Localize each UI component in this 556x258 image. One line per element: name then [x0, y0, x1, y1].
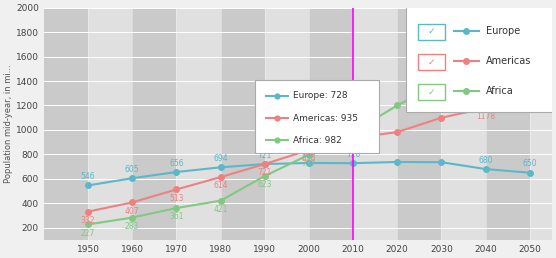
Bar	[88, 8, 132, 240]
Bar	[418, 24, 445, 40]
Text: 513: 513	[169, 194, 183, 203]
Bar	[397, 8, 441, 240]
Y-axis label: Population mid-year, in mi...: Population mid-year, in mi...	[4, 64, 13, 183]
Text: Africa: 982: Africa: 982	[293, 136, 341, 144]
Text: Africa: Africa	[486, 86, 514, 96]
Text: 421: 421	[214, 205, 228, 214]
Text: Americas: 935: Americas: 935	[293, 114, 358, 123]
Text: 650: 650	[523, 159, 537, 168]
Text: 546: 546	[81, 172, 95, 181]
Text: 283: 283	[125, 222, 140, 231]
Text: 605: 605	[125, 165, 140, 174]
Text: 614: 614	[214, 181, 228, 190]
Bar	[530, 8, 556, 240]
Text: 721: 721	[257, 168, 272, 177]
Bar	[176, 8, 221, 240]
Bar	[132, 8, 176, 240]
Bar	[309, 8, 353, 240]
Text: Europe: 728: Europe: 728	[293, 91, 348, 100]
Text: 721: 721	[257, 151, 272, 160]
Bar	[418, 54, 445, 70]
Bar	[441, 8, 485, 240]
Text: 982: 982	[346, 136, 360, 146]
Bar	[265, 8, 309, 240]
Text: 797: 797	[301, 159, 316, 168]
Text: 332: 332	[81, 216, 95, 225]
Text: 361: 361	[169, 212, 183, 221]
Text: 935: 935	[346, 142, 360, 151]
Text: 680: 680	[478, 156, 493, 165]
FancyBboxPatch shape	[255, 80, 379, 153]
FancyBboxPatch shape	[405, 5, 556, 112]
Text: 728: 728	[346, 150, 360, 159]
Bar	[221, 8, 265, 240]
Text: 836: 836	[301, 154, 316, 163]
Text: 730: 730	[301, 150, 316, 159]
Text: Americas: Americas	[486, 56, 531, 66]
Text: ✓: ✓	[428, 88, 435, 97]
Text: ✓: ✓	[428, 27, 435, 36]
Bar	[44, 8, 88, 240]
Text: 694: 694	[213, 154, 228, 163]
Bar	[485, 8, 530, 240]
Text: 1178: 1178	[476, 112, 495, 122]
Text: Europe: Europe	[486, 26, 520, 36]
Text: 656: 656	[169, 159, 183, 168]
Bar	[353, 8, 397, 240]
Text: 623: 623	[257, 180, 272, 189]
Bar	[418, 84, 445, 100]
Text: ✓: ✓	[428, 58, 435, 67]
Text: 407: 407	[125, 207, 140, 216]
Text: 227: 227	[81, 229, 95, 238]
